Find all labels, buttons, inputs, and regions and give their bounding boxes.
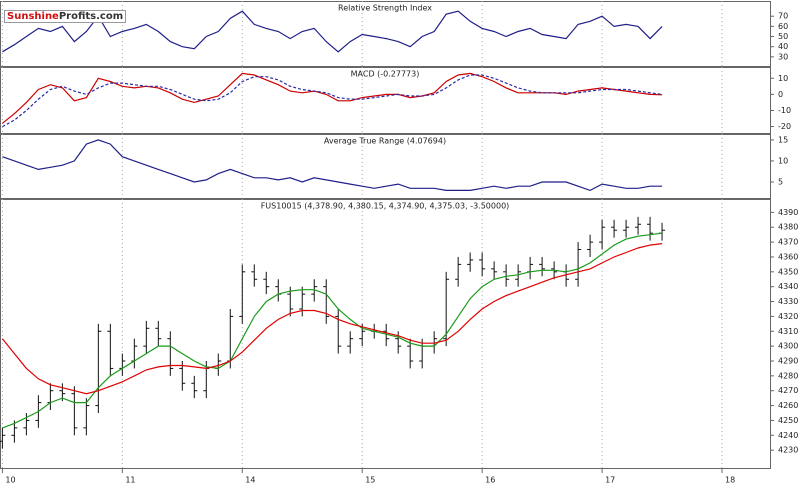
x-tick-label: 10: [5, 476, 15, 485]
logo: SunshineProfits.com: [4, 10, 127, 23]
y-tick-label: 4330: [778, 297, 798, 306]
panel-frame: [0, 67, 771, 134]
x-tick-label: 14: [245, 476, 255, 485]
panel-title: MACD (-0.27773): [351, 70, 420, 79]
series-line: [2, 72, 663, 124]
y-tick-label: 4350: [778, 267, 798, 276]
y-tick-label: 4380: [778, 223, 798, 232]
y-tick-label: 70: [778, 12, 788, 21]
series-line: [1, 243, 663, 395]
y-tick-label: 10: [778, 74, 788, 83]
y-tick-label: 40: [778, 42, 788, 51]
y-tick-label: 4360: [778, 252, 798, 261]
panel-title: Relative Strength Index: [338, 4, 432, 13]
y-tick-label: 4270: [778, 386, 798, 395]
y-tick-label: 60: [778, 22, 788, 31]
y-tick-label: -10: [778, 106, 791, 115]
y-tick-label: 4370: [778, 238, 798, 247]
panel-frame: [0, 199, 771, 469]
panel-title: FUS10015 (4,378.90, 4,380.15, 4,374.90, …: [261, 202, 510, 211]
y-tick-label: 15: [778, 135, 788, 144]
x-tick-label: 15: [365, 476, 375, 485]
y-tick-label: 50: [778, 32, 788, 41]
y-tick-label: 4340: [778, 282, 798, 291]
y-tick-label: 4310: [778, 327, 798, 336]
y-tick-label: 30: [778, 52, 788, 61]
logo-brand: Sunshine: [7, 11, 59, 22]
x-tick-label: 16: [485, 476, 495, 485]
series-line: [2, 232, 663, 429]
panel-frame: [0, 1, 771, 67]
y-tick-label: 0: [778, 90, 783, 99]
y-tick-label: -20: [778, 122, 791, 131]
y-tick-label: 4230: [778, 446, 798, 455]
x-tick-label: 18: [725, 476, 735, 485]
y-tick-label: 4290: [778, 356, 798, 365]
y-tick-label: 4320: [778, 312, 798, 321]
y-tick-label: 5: [778, 178, 783, 187]
x-tick-label: 17: [605, 476, 615, 485]
y-tick-label: 4390: [778, 208, 798, 217]
series-line: [2, 139, 663, 192]
y-tick-label: 4250: [778, 416, 798, 425]
panel-frame: [0, 134, 771, 199]
y-tick-label: 10: [778, 156, 788, 165]
panel-title: Average True Range (4.07694): [324, 137, 446, 146]
series-line: [2, 10, 663, 53]
series-line: [2, 74, 663, 128]
y-tick-label: 4260: [778, 401, 798, 410]
y-tick-label: 4280: [778, 371, 798, 380]
logo-suffix: Profits.com: [58, 11, 124, 22]
x-tick-label: 11: [125, 476, 135, 485]
y-tick-label: 4300: [778, 342, 798, 351]
y-tick-label: 4240: [778, 431, 798, 440]
